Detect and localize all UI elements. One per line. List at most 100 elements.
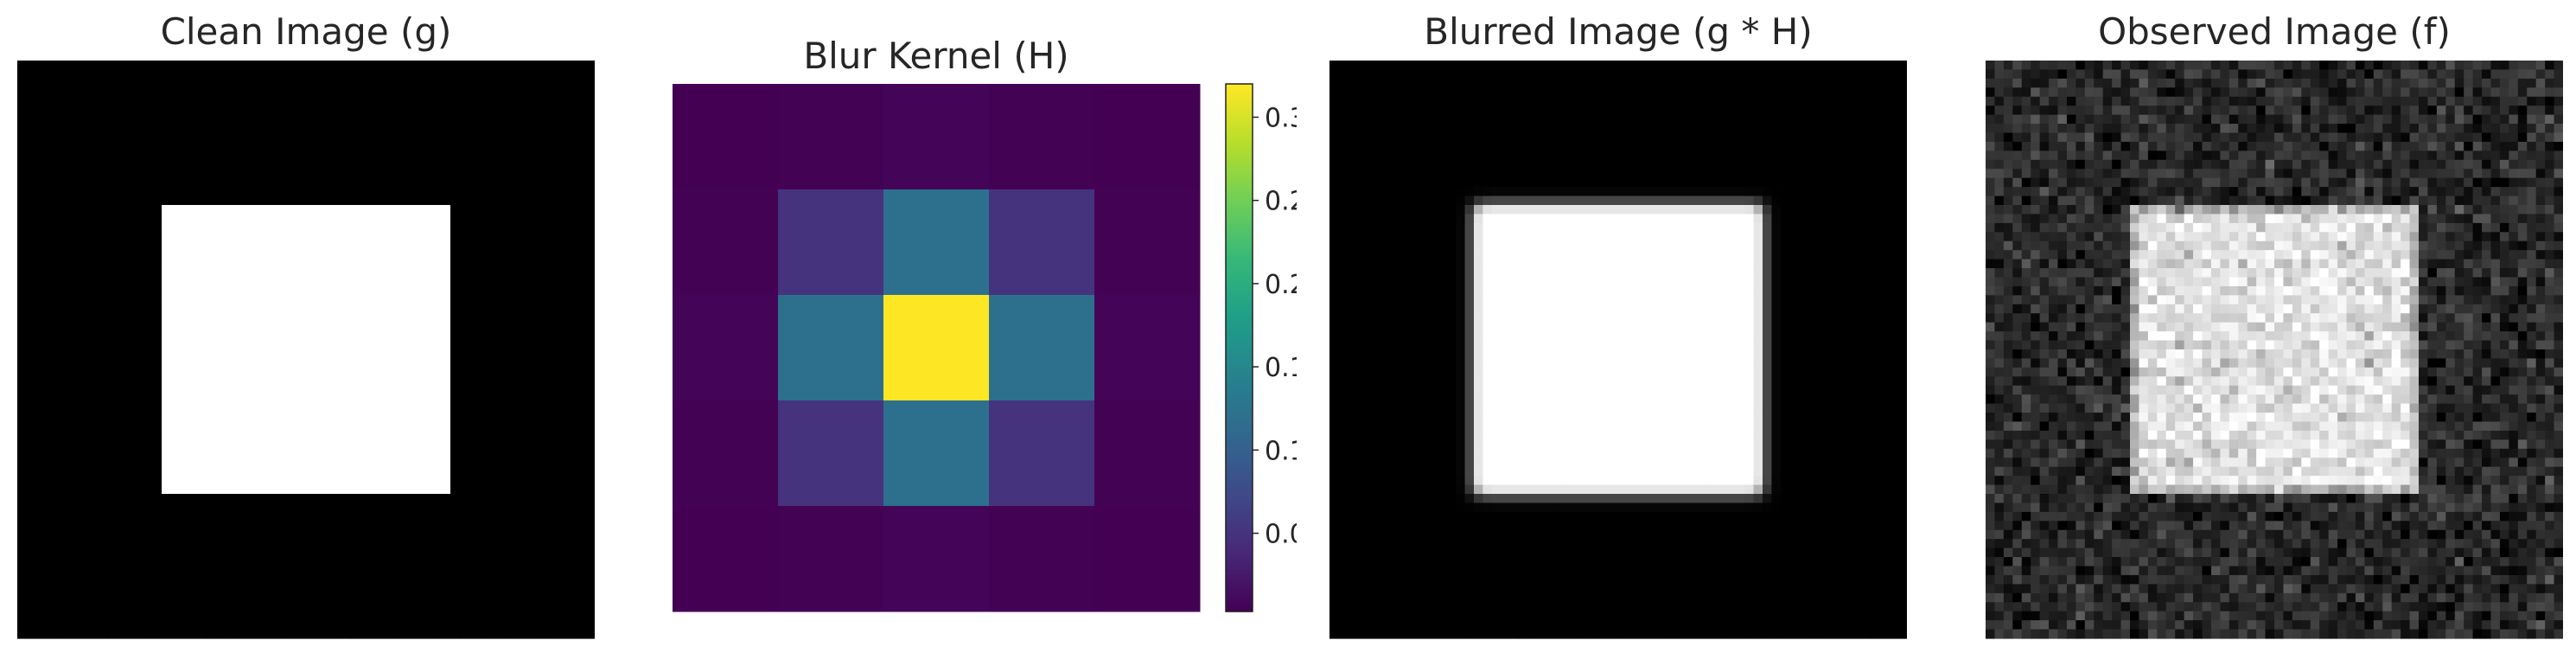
blurred-image-pixel — [1771, 114, 1782, 125]
clean-image-pixel — [270, 584, 280, 594]
clean-image-pixel — [242, 358, 252, 368]
blurred-image-pixel — [1527, 61, 1538, 71]
clean-image-pixel — [323, 187, 334, 197]
clean-image-pixel — [62, 494, 73, 504]
clean-image-pixel — [152, 421, 163, 432]
clean-image-pixel — [207, 403, 217, 413]
clean-image-pixel — [567, 511, 577, 522]
blurred-image-pixel — [1889, 96, 1899, 106]
clean-image-pixel — [170, 61, 181, 71]
clean-image-pixel — [577, 106, 587, 116]
blurred-image-pixel — [1527, 132, 1538, 143]
clean-image-pixel — [577, 494, 587, 504]
clean-image-pixel — [504, 539, 514, 549]
kernel-cell — [989, 295, 1095, 401]
clean-image-pixel — [567, 124, 577, 134]
clean-image-pixel — [468, 295, 478, 305]
clean-image-pixel — [225, 403, 235, 413]
clean-image-pixel — [98, 602, 108, 612]
clean-image-pixel — [197, 340, 207, 350]
blurred-image-pixel — [1329, 87, 1340, 98]
blurred-image-pixel — [1491, 78, 1502, 88]
clean-image-pixel — [62, 566, 73, 576]
clean-image-pixel — [134, 547, 144, 558]
clean-image-pixel — [450, 268, 461, 278]
clean-image-pixel — [215, 376, 226, 387]
clean-image-pixel — [341, 114, 352, 125]
clean-image-pixel — [513, 295, 524, 305]
clean-image-pixel — [35, 574, 45, 585]
clean-image-pixel — [459, 494, 469, 504]
blurred-image-pixel — [1356, 106, 1367, 116]
clean-image-pixel — [504, 214, 514, 224]
clean-image-pixel — [577, 367, 587, 377]
blurred-image-pixel — [1726, 132, 1737, 143]
clean-image-pixel — [207, 574, 217, 585]
clean-image-pixel — [252, 96, 262, 106]
clean-image-pixel — [504, 494, 514, 504]
clean-image-pixel — [558, 322, 569, 332]
clean-image-pixel — [486, 259, 496, 269]
clean-image-pixel — [405, 69, 415, 80]
clean-image-pixel — [306, 96, 316, 106]
clean-image-pixel — [351, 566, 361, 576]
blurred-image-pixel — [1780, 132, 1790, 143]
clean-image-pixel — [71, 214, 81, 224]
clean-image-pixel — [522, 521, 532, 531]
clean-image-pixel — [170, 413, 181, 423]
clean-image-pixel — [252, 214, 262, 224]
clean-image-pixel — [468, 205, 478, 215]
clean-image-pixel — [396, 313, 406, 323]
clean-image-pixel — [233, 177, 244, 188]
clean-image-pixel — [215, 430, 226, 440]
blurred-image-pixel — [1663, 141, 1674, 151]
clean-image-pixel — [441, 539, 451, 549]
clean-image-pixel — [125, 629, 136, 639]
blurred-image-pixel — [1401, 124, 1412, 134]
clean-image-pixel — [386, 584, 397, 594]
clean-image-pixel — [558, 476, 569, 486]
blurred-image-pixel — [1763, 96, 1773, 106]
colorbar-step — [1226, 271, 1253, 275]
blurred-image-pixel — [1690, 87, 1700, 98]
clean-image-pixel — [513, 629, 524, 639]
clean-image-pixel — [17, 277, 28, 287]
blurred-image-pixel — [1889, 61, 1899, 71]
clean-image-pixel — [577, 240, 587, 251]
blurred-image-pixel — [1843, 124, 1853, 134]
blurred-image-pixel — [1519, 96, 1529, 106]
clean-image-pixel — [396, 539, 406, 549]
clean-image-pixel — [134, 177, 144, 188]
clean-image-pixel — [315, 259, 325, 269]
clean-image-pixel — [531, 566, 541, 576]
clean-image-pixel — [125, 503, 136, 513]
clean-image-pixel — [288, 376, 298, 387]
clean-image-pixel — [116, 195, 126, 206]
clean-image-pixel — [53, 87, 63, 98]
clean-image-pixel — [577, 285, 587, 296]
clean-image-pixel — [143, 322, 154, 332]
clean-image-pixel — [270, 295, 280, 305]
clean-image-pixel — [585, 150, 595, 161]
colorbar-step — [1226, 550, 1253, 554]
clean-image-pixel — [260, 494, 271, 504]
clean-image-pixel — [134, 78, 144, 88]
clean-image-pixel — [125, 547, 136, 558]
colorbar-step — [1226, 323, 1253, 328]
clean-image-pixel — [477, 529, 488, 540]
clean-image-pixel — [369, 385, 379, 395]
clean-image-pixel — [396, 277, 406, 287]
clean-image-pixel — [288, 285, 298, 296]
clean-image-pixel — [315, 484, 325, 495]
colorbar-step — [1226, 453, 1253, 457]
clean-image-pixel — [468, 87, 478, 98]
blurred-image-pixel — [1735, 87, 1745, 98]
clean-image-pixel — [386, 124, 397, 134]
clean-image-pixel — [134, 511, 144, 522]
clean-image-pixel — [252, 205, 262, 215]
clean-image-pixel — [360, 466, 370, 477]
clean-image-pixel — [278, 304, 289, 314]
blurred-image-pixel — [1726, 96, 1737, 106]
clean-image-pixel — [513, 304, 524, 314]
clean-image-pixel — [242, 484, 252, 495]
